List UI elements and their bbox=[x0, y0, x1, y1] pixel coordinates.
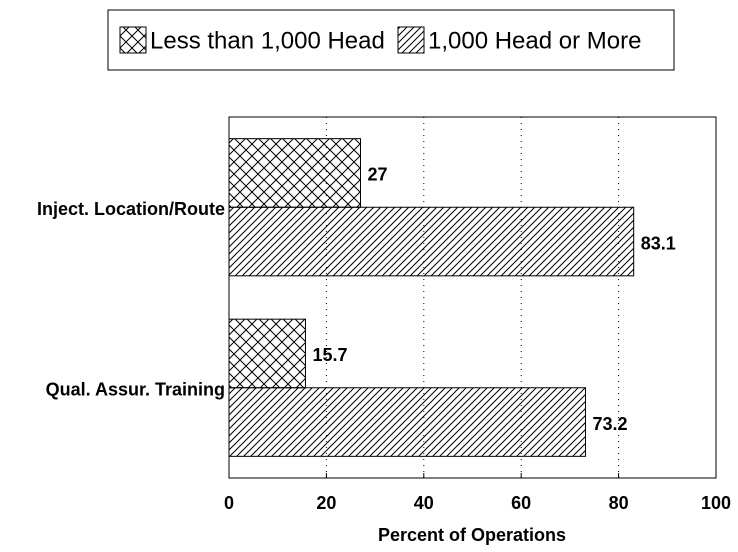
bar bbox=[228, 138, 361, 208]
x-tick-label: 40 bbox=[414, 493, 434, 513]
x-tick-label: 20 bbox=[316, 493, 336, 513]
data-label: 15.7 bbox=[312, 345, 347, 365]
bar bbox=[228, 387, 586, 457]
x-tick-label: 0 bbox=[224, 493, 234, 513]
legend-swatch bbox=[119, 26, 147, 54]
legend-label: Less than 1,000 Head bbox=[150, 27, 385, 54]
x-axis-label: Percent of Operations bbox=[378, 525, 566, 545]
legend-swatch bbox=[397, 26, 425, 54]
data-label: 27 bbox=[367, 165, 387, 185]
data-label: 73.2 bbox=[592, 414, 627, 434]
x-tick-label: 100 bbox=[701, 493, 731, 513]
x-tick-label: 80 bbox=[609, 493, 629, 513]
plot-frame bbox=[228, 116, 717, 479]
data-label: 83.1 bbox=[641, 233, 676, 253]
bar bbox=[228, 318, 306, 389]
legend-box bbox=[107, 9, 675, 71]
y-tick-label: Inject. Location/Route bbox=[37, 199, 225, 219]
legend-label: 1,000 Head or More bbox=[428, 27, 641, 54]
bar bbox=[228, 206, 635, 277]
y-tick-label: Qual. Assur. Training bbox=[46, 380, 225, 400]
x-tick-label: 60 bbox=[511, 493, 531, 513]
